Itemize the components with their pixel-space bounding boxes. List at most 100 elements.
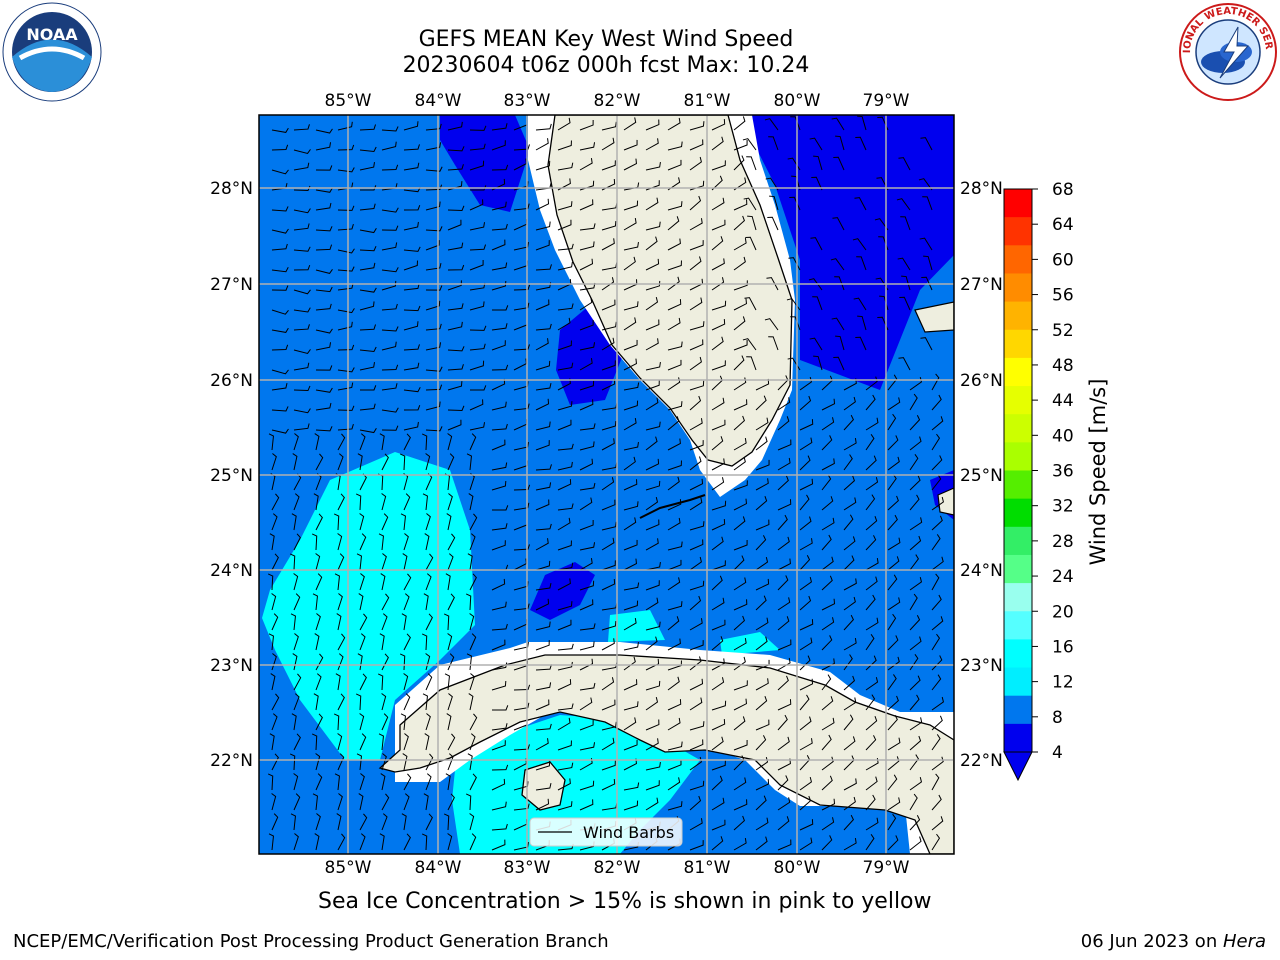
- wind-barb: [293, 349, 311, 355]
- wind-barb: [557, 443, 574, 451]
- colorbar-segment: [1004, 611, 1032, 640]
- wind-barb: [821, 798, 836, 811]
- wind-barb: [491, 462, 508, 471]
- wind-barb: [447, 303, 464, 311]
- wind-barb: [857, 315, 867, 331]
- wind-barb: [645, 119, 660, 131]
- wind-barb: [403, 533, 409, 551]
- wind-barb: [755, 617, 769, 631]
- wind-barb: [379, 633, 385, 651]
- wind-barb: [909, 653, 919, 671]
- wind-barb: [790, 116, 801, 131]
- wind-barb: [909, 615, 921, 631]
- colorbar-tick-label: 64: [1052, 215, 1074, 235]
- wind-barb: [422, 693, 428, 711]
- wind-barb: [689, 721, 705, 731]
- wind-barb: [359, 773, 365, 791]
- wind-barb: [270, 673, 276, 691]
- wind-barb: [381, 553, 387, 571]
- wind-barb: [403, 144, 420, 151]
- wind-barb: [601, 277, 615, 291]
- wind-barb: [667, 517, 681, 531]
- wind-barb: [667, 117, 681, 131]
- wind-barb: [337, 433, 346, 451]
- wind-barb: [271, 493, 280, 511]
- wind-barb: [446, 513, 452, 531]
- wind-barb: [799, 716, 812, 731]
- wind-barb: [403, 673, 409, 691]
- wind-barb: [271, 344, 289, 351]
- wind-barb: [337, 121, 353, 131]
- wind-barb: [711, 236, 724, 251]
- wind-barb: [623, 200, 639, 211]
- wind-barb: [711, 477, 725, 491]
- wind-barb: [821, 696, 834, 711]
- wind-barb: [623, 339, 638, 351]
- wind-barb: [421, 633, 428, 651]
- wind-speed-8-12-region: [608, 610, 665, 642]
- wind-barb: [645, 421, 661, 431]
- wind-barb: [337, 593, 343, 611]
- wind-barb: [447, 453, 455, 471]
- wind-barb: [359, 673, 367, 691]
- wind-barb: [645, 697, 659, 711]
- wind-barb: [909, 576, 923, 591]
- wind-barb: [425, 366, 443, 372]
- wind-barb: [601, 438, 615, 451]
- wind-barb: [271, 383, 288, 391]
- wind-barb: [535, 560, 551, 571]
- wind-barb: [811, 176, 823, 191]
- colorbar-tick-label: 60: [1052, 250, 1074, 270]
- wind-barb: [764, 118, 779, 131]
- wind-barb: [403, 733, 409, 751]
- colorbar-tick-label: 16: [1052, 637, 1074, 657]
- wind-barb: [843, 654, 853, 671]
- caption: Sea Ice Concentration > 15% is shown in …: [318, 889, 932, 914]
- wind-barb: [557, 601, 573, 611]
- wind-barb: [601, 521, 617, 531]
- wind-barb: [843, 514, 854, 531]
- wind-barb: [315, 813, 321, 831]
- wind-barb: [579, 520, 594, 531]
- wind-barb: [667, 577, 681, 591]
- wind-barb: [557, 740, 572, 751]
- wind-barb: [447, 693, 453, 711]
- wind-barb: [711, 300, 727, 311]
- wind-barb: [667, 159, 682, 171]
- wind-barb: [271, 813, 279, 831]
- wind-barb: [402, 553, 408, 571]
- wind-barb: [909, 593, 918, 611]
- footer-credit: NCEP/EMC/Verification Post Processing Pr…: [13, 931, 609, 952]
- wind-barb: [865, 794, 876, 811]
- cuba-landmass: [378, 654, 954, 854]
- wind-barb: [447, 405, 465, 411]
- wind-barb: [821, 398, 836, 411]
- wind-barb: [579, 641, 595, 651]
- wind-barb: [447, 205, 465, 211]
- wind-barb: [909, 754, 920, 771]
- colorbar-tick-label: 68: [1052, 180, 1074, 200]
- colorbar-segment: [1004, 301, 1032, 331]
- wind-barb: [491, 801, 507, 811]
- wind-barb: [271, 127, 289, 133]
- wind-barb: [557, 317, 571, 331]
- wind-barb: [601, 578, 616, 591]
- wind-barb: [931, 616, 944, 631]
- wind-barb: [777, 816, 790, 831]
- wind-barb: [777, 736, 790, 751]
- wind-barb: [733, 339, 748, 351]
- wind-barb: [645, 221, 661, 231]
- wind-barb: [865, 634, 875, 651]
- colorbar-tick-label: 28: [1052, 532, 1074, 552]
- wind-barb: [315, 653, 324, 671]
- wind-barb: [469, 633, 477, 651]
- wind-barb: [711, 160, 726, 171]
- wind-barb: [557, 303, 574, 311]
- wind-barb: [645, 161, 661, 171]
- lon-tick-top: 80°W: [774, 91, 821, 111]
- wind-barb: [381, 326, 399, 332]
- wind-barb: [381, 207, 399, 213]
- wind-barb: [843, 438, 857, 451]
- wind-barb: [491, 778, 506, 791]
- wind-barb: [579, 223, 596, 231]
